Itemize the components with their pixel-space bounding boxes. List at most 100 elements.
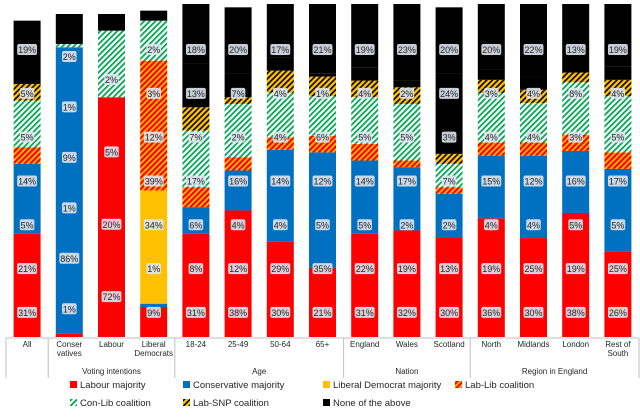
data-label: 38% xyxy=(229,308,247,318)
x-tick-label: Wales xyxy=(396,340,418,349)
data-label: 5% xyxy=(569,220,582,230)
data-label-box xyxy=(270,44,291,56)
data-label-box xyxy=(270,175,291,187)
data-label-box xyxy=(270,263,291,275)
data-label-box xyxy=(610,131,626,143)
x-tick-label: Conser xyxy=(56,340,82,349)
data-label: 25% xyxy=(609,264,627,274)
data-label: 5% xyxy=(400,133,413,143)
data-label-box xyxy=(315,219,330,231)
bar-segment xyxy=(520,76,547,90)
data-label: 14% xyxy=(356,176,374,186)
bar-segment xyxy=(562,72,590,83)
data-label: 8% xyxy=(569,89,582,99)
data-label: 30% xyxy=(271,308,289,318)
data-label: 5% xyxy=(611,133,624,143)
x-tick-label: 65+ xyxy=(316,340,330,349)
data-label-box xyxy=(396,44,417,56)
bar-segment xyxy=(435,7,463,74)
legend-label: None of the above xyxy=(333,398,411,409)
bar-segment xyxy=(520,4,547,77)
data-label: 2% xyxy=(400,89,413,99)
data-label: 19% xyxy=(609,45,627,55)
data-labels-layer: 31% 21% 5% 14% 5% 5% 19% 1% 86% 1% 9% 1% 2% 72% 20% 5% 2… xyxy=(17,44,628,318)
data-label: 38% xyxy=(567,308,585,318)
data-label: 4% xyxy=(527,89,540,99)
bar-segment xyxy=(55,13,83,44)
legend-label: Con-Lib coalition xyxy=(80,398,151,409)
data-label: 13% xyxy=(187,89,205,99)
bar-segment xyxy=(393,80,421,88)
data-label: 2% xyxy=(105,75,118,85)
x-tick-label: Scotland xyxy=(434,340,465,349)
data-label-box xyxy=(146,263,161,275)
bar-segment xyxy=(266,70,294,93)
data-label: 19% xyxy=(482,264,500,274)
bar-segment xyxy=(266,57,294,71)
data-label: 14% xyxy=(18,176,36,186)
data-label-box xyxy=(62,202,77,214)
data-label-box xyxy=(523,44,544,56)
data-label: 9% xyxy=(147,308,160,318)
data-label-box xyxy=(568,219,583,231)
data-label: 12% xyxy=(229,264,247,274)
data-label: 19% xyxy=(567,264,585,274)
data-label: 9% xyxy=(63,153,76,163)
data-label: 5% xyxy=(21,220,34,230)
data-label: 21% xyxy=(18,264,36,274)
data-label: 32% xyxy=(398,308,416,318)
data-label-box xyxy=(565,44,586,56)
data-label-box xyxy=(185,87,206,99)
bar-segment xyxy=(309,4,336,74)
data-label-box xyxy=(228,44,249,56)
bar-segment xyxy=(393,4,421,81)
data-label: 1% xyxy=(63,304,76,314)
data-label: 22% xyxy=(524,45,542,55)
data-label: 23% xyxy=(398,45,416,55)
data-label: 2% xyxy=(147,45,160,55)
bar-segment xyxy=(309,267,336,337)
data-label-box xyxy=(146,44,161,56)
data-label: 3% xyxy=(485,89,498,99)
bar-segment xyxy=(604,152,632,169)
bar-segment xyxy=(98,13,125,31)
bar-segment xyxy=(477,218,505,337)
data-label-box xyxy=(568,131,583,143)
x-tick-label: England xyxy=(350,340,379,349)
data-label-box xyxy=(104,74,119,86)
x-tick-label: Democrats xyxy=(134,349,173,358)
x-tick-label: Midlands xyxy=(517,340,549,349)
data-label-box xyxy=(101,218,122,230)
data-label: 29% xyxy=(271,264,289,274)
data-label: 7% xyxy=(232,89,245,99)
data-label: 4% xyxy=(274,89,287,99)
data-label: 2% xyxy=(443,220,456,230)
data-label: 16% xyxy=(229,176,247,186)
bar-segment xyxy=(13,147,41,164)
bar-segment xyxy=(309,96,336,136)
x-tick-label: 50-64 xyxy=(270,340,291,349)
x-tick-label: North xyxy=(482,340,502,349)
bar-segment xyxy=(351,67,379,81)
data-label-box xyxy=(19,219,35,231)
data-label: 3% xyxy=(147,89,160,99)
x-tick-label: All xyxy=(23,340,32,349)
data-label-box xyxy=(17,175,38,187)
bar-segment xyxy=(182,63,210,108)
data-label: 1% xyxy=(316,89,329,99)
x-tick-label: Rest of xyxy=(605,340,631,349)
data-label-box xyxy=(312,175,333,187)
data-label-box xyxy=(610,219,626,231)
bar-segment xyxy=(562,212,590,337)
data-label: 17% xyxy=(398,176,416,186)
data-label-box xyxy=(610,87,626,99)
group-label: Voting intentions xyxy=(82,367,141,376)
data-label-box xyxy=(185,44,206,56)
data-label-box xyxy=(315,87,330,99)
legend-label: Lab-Lib coalition xyxy=(465,380,534,391)
bar-segment xyxy=(224,157,252,171)
data-label-box xyxy=(312,263,333,275)
data-label-box xyxy=(62,101,77,113)
data-label-box xyxy=(441,219,457,231)
